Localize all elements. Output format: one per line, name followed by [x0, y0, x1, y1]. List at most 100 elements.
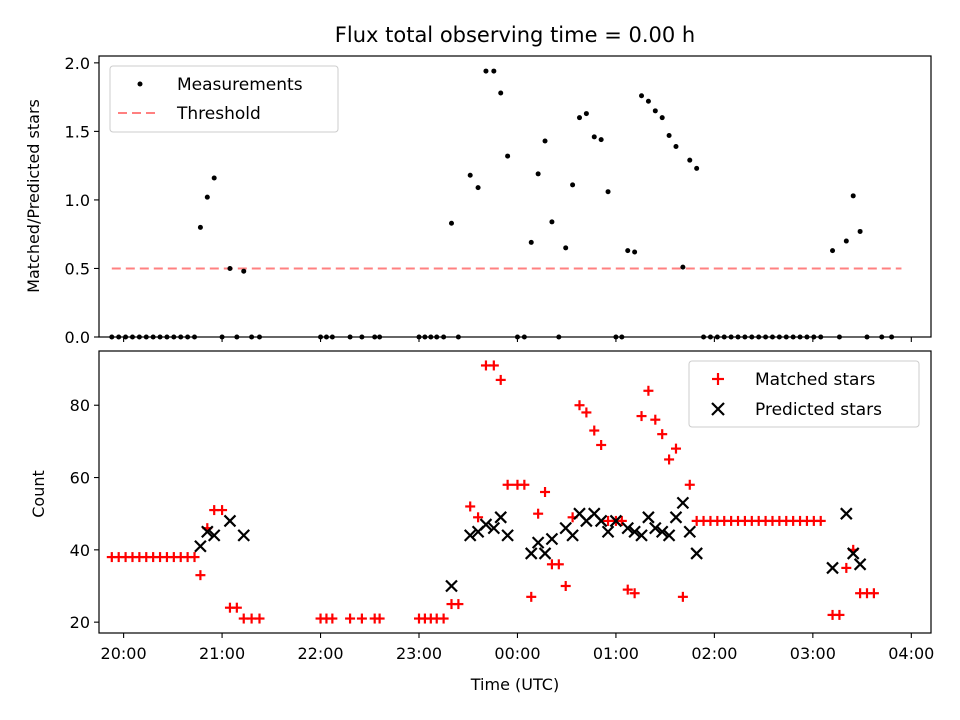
measurement-point: [570, 182, 576, 188]
measurement-point: [204, 194, 210, 200]
matched-star-point: [636, 411, 647, 422]
measurement-point: [219, 334, 225, 340]
measurement-point: [318, 334, 324, 340]
measurement-point: [735, 334, 741, 340]
measurement-point: [694, 165, 700, 171]
predicted-star-point: [655, 525, 669, 539]
predicted-star-point: [566, 529, 579, 542]
predicted-star-point: [494, 511, 508, 524]
measurement-point: [109, 334, 115, 340]
measurement-point: [178, 334, 184, 340]
measurement-point: [591, 134, 597, 140]
predicted-star-point: [538, 547, 552, 560]
measurement-point: [645, 98, 651, 104]
matched-star-point: [596, 440, 607, 450]
measurement-point: [728, 334, 734, 340]
count-legend-box: [688, 360, 920, 428]
matched-star-point: [664, 454, 675, 465]
ratio-ytick-label: 0.5: [65, 259, 90, 278]
count-xtick-label: 21:00: [199, 644, 245, 663]
predicted-star-point: [445, 579, 458, 593]
matched-star-point: [189, 552, 200, 563]
measurement-point: [625, 248, 631, 254]
predicted-star-point: [479, 518, 493, 531]
measurement-point: [535, 171, 541, 177]
measurement-point: [227, 265, 233, 271]
count-xtick-label: 22:00: [297, 644, 343, 663]
matched-star-point: [495, 374, 506, 385]
measurement-point: [632, 249, 638, 255]
measurement-point: [171, 334, 177, 340]
measurement-point: [475, 185, 481, 191]
count-panel-frame: [98, 350, 932, 634]
measurement-point: [836, 334, 842, 340]
count-y-axis: 20 40 60 80: [70, 396, 99, 632]
measurement-point: [783, 334, 789, 340]
measurement-point: [563, 245, 569, 251]
legend-measurements-marker: [137, 81, 143, 87]
matched-star-point: [553, 559, 564, 570]
predicted-star-point: [669, 511, 683, 524]
measurement-point: [241, 268, 247, 274]
matched-star-point: [254, 613, 265, 624]
measurement-point: [613, 334, 619, 340]
measurement-point: [192, 334, 198, 340]
ratio-panel: 0.00.51.01.52.0 Matched/Predicted stars …: [24, 54, 932, 347]
measurement-point: [549, 219, 555, 225]
measurement-point: [556, 334, 562, 340]
measurement-point: [164, 334, 170, 340]
predicted-star-point: [635, 529, 648, 542]
measurement-point: [776, 334, 782, 340]
count-xtick-label: 04:00: [888, 644, 934, 663]
measurement-points: [109, 68, 895, 340]
predicted-star-point: [683, 525, 697, 539]
measurement-point: [742, 334, 748, 340]
count-xtick-label: 00:00: [494, 644, 540, 663]
matched-star-point: [629, 588, 640, 599]
measurement-point: [372, 334, 378, 340]
measurement-point: [763, 334, 769, 340]
measurement-point: [441, 334, 447, 340]
count-xtick-label: 20:00: [101, 644, 147, 663]
predicted-star-point: [621, 521, 635, 535]
predicted-star-point: [501, 529, 514, 542]
predicted-star-point: [628, 525, 641, 539]
measurement-point: [889, 334, 895, 340]
predicted-star-point: [676, 496, 690, 510]
measurement-point: [434, 334, 440, 340]
ratio-y-axis: 0.0 0.5 1.0 1.5 2.0: [65, 54, 99, 347]
predicted-star-point: [237, 529, 251, 542]
measurement-point: [329, 334, 335, 340]
measurement-point: [528, 239, 534, 245]
measurement-point: [850, 193, 856, 199]
matched-star-point: [533, 508, 544, 519]
count-y-axis-label: Count: [29, 470, 48, 518]
measurement-point: [143, 334, 149, 340]
count-ytick-label: 20: [70, 613, 90, 632]
matched-star-point: [465, 501, 476, 512]
measurement-point: [136, 334, 142, 340]
count-x-axis: 20:00 21:00 22:00 23:00 00:00 01:00 02:00 03:00…: [101, 633, 934, 663]
matched-star-point: [574, 400, 585, 411]
measurement-point: [707, 334, 713, 340]
ratio-y-axis-label: Matched/Predicted stars: [24, 99, 43, 293]
legend-measurements-label: Measurements: [177, 75, 303, 95]
predicted-star-point: [201, 525, 214, 539]
measurement-point: [514, 334, 520, 340]
matched-star-point: [684, 479, 695, 490]
predicted-star-point: [194, 539, 207, 553]
predicted-star-point: [649, 521, 662, 535]
matched-star-point: [815, 515, 826, 526]
predicted-star-point: [531, 536, 545, 549]
ratio-ytick-label: 0.0: [65, 328, 90, 347]
measurement-point: [256, 334, 262, 340]
predicted-star-point: [207, 529, 221, 542]
count-xtick-label: 03:00: [790, 644, 836, 663]
predicted-star-point: [487, 521, 501, 535]
predicted-star-point: [826, 561, 839, 575]
count-panel: 20 40 60 80 20:00 21:00 22:00 23:00 00:00 01:00 0…: [29, 350, 934, 694]
measurement-point: [416, 334, 422, 340]
ratio-legend-box: [109, 65, 339, 133]
legend-predicted-label: Predicted stars: [755, 400, 882, 420]
measurement-point: [857, 228, 863, 234]
